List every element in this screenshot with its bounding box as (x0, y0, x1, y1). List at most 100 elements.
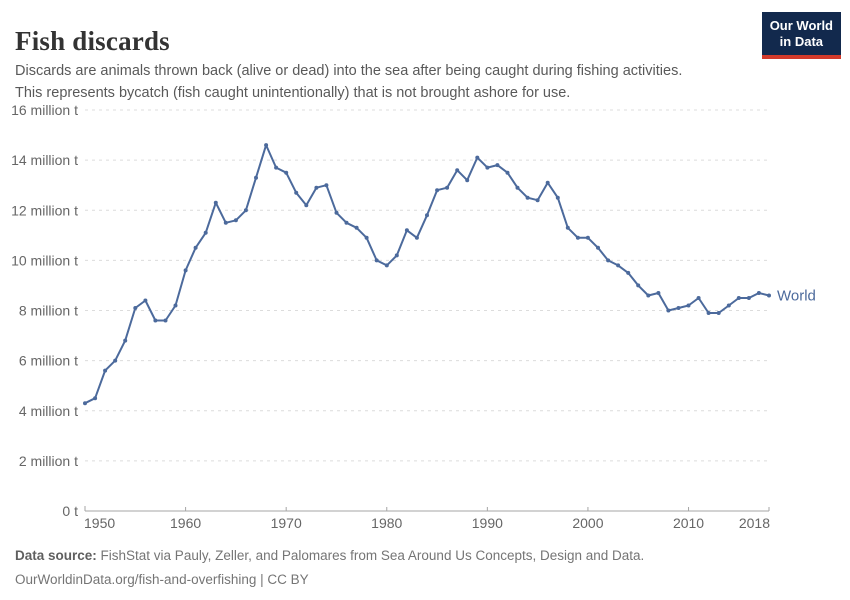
y-axis-label: 0 t (62, 503, 78, 519)
data-point (294, 190, 299, 195)
data-point (596, 245, 600, 250)
data-point (233, 218, 238, 223)
data-point (133, 306, 138, 310)
data-point (666, 308, 671, 313)
data-point (414, 235, 419, 240)
data-point (686, 303, 691, 308)
x-axis-label: 2018 (739, 515, 770, 531)
data-point (545, 180, 550, 185)
data-point (173, 303, 178, 308)
data-point (485, 165, 490, 170)
data-point (656, 291, 661, 295)
data-point (193, 245, 198, 250)
data-point (565, 225, 570, 230)
series-label: World (777, 287, 816, 304)
data-point (455, 168, 460, 173)
data-source-text: FishStat via Pauly, Zeller, and Palomare… (96, 548, 645, 563)
data-point (404, 228, 409, 233)
x-axis-label: 2010 (673, 515, 704, 531)
data-point (746, 296, 751, 300)
data-point (435, 188, 440, 193)
data-point (616, 263, 621, 268)
data-point (716, 311, 721, 315)
chart-footer: Data source: FishStat via Pauly, Zeller,… (15, 544, 815, 591)
data-point (324, 183, 329, 188)
y-axis-label: 12 million t (11, 202, 78, 218)
data-point (505, 170, 510, 175)
x-axis-label: 1960 (170, 515, 201, 531)
data-point (153, 318, 158, 323)
data-point (585, 235, 590, 240)
data-point (83, 401, 87, 406)
data-point (736, 296, 741, 300)
data-point (495, 163, 500, 168)
data-point (515, 185, 520, 190)
data-point (203, 230, 208, 235)
chart-subtitle-line1: Discards are animals thrown back (alive … (15, 63, 683, 79)
owid-logo[interactable]: Our World in Data (761, 12, 841, 59)
chart-subtitle-line2: This represents bycatch (fish caught uni… (15, 85, 571, 102)
data-point (646, 293, 651, 298)
data-point (163, 318, 168, 323)
data-point (394, 253, 399, 258)
x-axis-label: 1990 (472, 515, 503, 531)
data-point (626, 270, 631, 275)
owid-logo-line2: in Data (779, 34, 824, 50)
x-axis-label: 2000 (572, 515, 603, 531)
data-point (525, 195, 530, 200)
x-axis-label: 1970 (271, 515, 302, 531)
data-point (103, 368, 108, 373)
data-point (606, 258, 611, 263)
data-point (284, 170, 289, 175)
license-line[interactable]: OurWorldinData.org/fish-and-overfishing … (15, 571, 309, 587)
data-point (696, 296, 701, 300)
data-point (756, 291, 761, 295)
data-point (767, 293, 771, 298)
data-line (84, 144, 770, 405)
y-axis-label: 8 million t (19, 303, 78, 319)
x-axis-label: 1980 (371, 515, 402, 531)
chart-subtitle: Discards are animals thrown back (alive … (15, 60, 695, 105)
data-point (264, 143, 269, 148)
data-point (183, 268, 188, 273)
data-point (636, 283, 641, 288)
y-axis-label: 10 million t (11, 252, 78, 268)
data-point (123, 338, 128, 343)
data-point (223, 220, 228, 225)
data-point (726, 303, 731, 308)
data-point (314, 185, 319, 190)
data-source-line: Data source: FishStat via Pauly, Zeller,… (15, 544, 815, 568)
data-point (575, 235, 580, 240)
data-source-label: Data source: (15, 548, 97, 563)
data-point (706, 311, 711, 315)
y-axis-label: 2 million t (19, 453, 78, 469)
data-point (304, 203, 309, 208)
data-point (143, 298, 148, 303)
data-point (555, 195, 560, 200)
data-point (465, 178, 470, 183)
y-axis-label: 16 million t (11, 102, 78, 118)
data-point (274, 165, 279, 170)
page-title: Fish discards (15, 26, 170, 57)
data-point (384, 263, 389, 268)
data-point (254, 175, 258, 180)
data-point (364, 235, 369, 240)
data-point (213, 200, 218, 205)
data-point (243, 208, 248, 213)
data-point (334, 210, 339, 215)
y-axis-label: 14 million t (11, 152, 78, 168)
data-point (93, 396, 98, 401)
data-point (344, 220, 349, 225)
data-point (475, 155, 480, 160)
y-axis-label: 4 million t (19, 403, 78, 419)
data-point (374, 258, 379, 263)
data-point (676, 306, 681, 310)
data-point (354, 225, 359, 230)
y-axis-label: 6 million t (19, 353, 78, 369)
data-point (425, 213, 429, 218)
data-point (113, 358, 118, 363)
data-point (535, 198, 540, 203)
data-point (445, 185, 450, 190)
